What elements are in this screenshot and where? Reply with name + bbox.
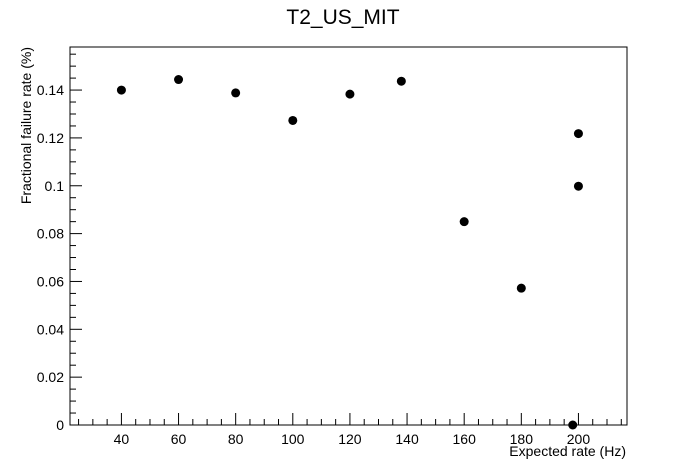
x-axis-label: Expected rate (Hz) — [509, 443, 626, 459]
data-point — [174, 75, 184, 85]
y-tick-label: 0.12 — [37, 130, 64, 146]
x-tick-label: 100 — [281, 431, 305, 447]
x-tick-label: 180 — [510, 431, 534, 447]
x-tick-label: 200 — [567, 431, 591, 447]
x-minor-ticks — [78, 419, 622, 425]
y-tick-label: 0.08 — [37, 226, 64, 242]
y-tick-label: 0 — [56, 417, 64, 433]
x-major-ticks — [120, 413, 579, 425]
x-tick-label: 80 — [228, 431, 244, 447]
data-point — [568, 420, 578, 430]
chart-title: T2_US_MIT — [286, 6, 399, 29]
data-point — [459, 217, 469, 227]
x-tick-label: 140 — [395, 431, 419, 447]
y-tick-label: 0.14 — [37, 82, 64, 98]
y-minor-ticks — [70, 53, 76, 414]
x-tick-label: 40 — [114, 431, 130, 447]
data-point — [573, 129, 583, 139]
data-point — [231, 88, 241, 98]
y-tick-label: 0.06 — [37, 273, 64, 289]
y-tick-label: 0.04 — [37, 321, 64, 337]
x-tick-label: 120 — [338, 431, 362, 447]
data-points — [116, 75, 583, 430]
data-point — [288, 115, 298, 125]
x-tick-labels: 40 60 80 100 120 140 160 180 200 — [114, 431, 591, 447]
y-tick-labels: 0 0.02 0.04 0.06 0.08 0.1 0.12 0.14 — [37, 82, 64, 433]
data-point — [573, 181, 583, 191]
y-axis-label: Fractional failure rate (%) — [18, 47, 34, 204]
x-tick-label: 160 — [453, 431, 477, 447]
data-point — [396, 76, 406, 86]
y-major-ticks — [70, 89, 82, 426]
data-point — [516, 283, 526, 293]
y-tick-label: 0.1 — [45, 178, 65, 194]
data-point — [345, 89, 355, 99]
x-tick-label: 60 — [171, 431, 187, 447]
plot-frame — [69, 46, 628, 426]
y-tick-label: 0.02 — [37, 369, 64, 385]
data-point — [116, 85, 126, 95]
